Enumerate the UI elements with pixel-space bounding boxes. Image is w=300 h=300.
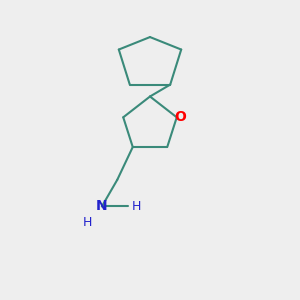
Text: O: O	[174, 110, 186, 124]
Text: H: H	[132, 200, 142, 213]
Text: N: N	[96, 200, 108, 214]
Text: H: H	[83, 216, 92, 229]
